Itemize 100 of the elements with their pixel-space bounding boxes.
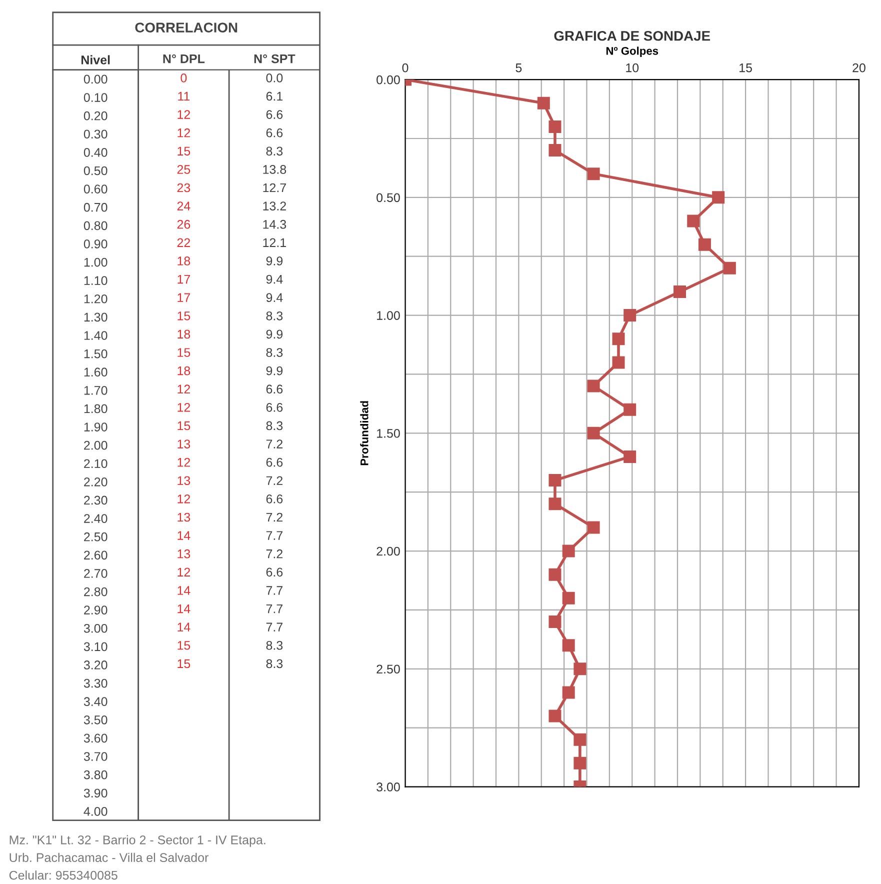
- y-tick-label: 0.40: [84, 148, 108, 157]
- y-tick-label: 3.50: [84, 715, 108, 724]
- y-tick-label: 0.20: [84, 111, 108, 120]
- data-label: 7.2: [266, 512, 282, 522]
- y-tick-label: 3.20: [84, 660, 108, 670]
- data-label: 23: [177, 183, 190, 192]
- y-tick-label: 2.40: [84, 514, 108, 523]
- data-label: 11: [178, 92, 190, 101]
- y-tick-label: 3.30: [84, 678, 108, 688]
- data-label: 13: [178, 512, 190, 522]
- data-label: 12: [178, 128, 190, 138]
- data-label: 6.1: [266, 92, 283, 101]
- x-tick-label: N° DPL: [163, 54, 205, 64]
- data-label: 7.7: [266, 622, 282, 632]
- data-label: 8.3: [266, 348, 283, 357]
- data-label: 6.6: [266, 494, 283, 504]
- y-tick-label: 2.30: [84, 496, 108, 505]
- y-tick-label: 1.60: [84, 368, 108, 377]
- y-tick-label: 2.20: [84, 478, 108, 486]
- y-tick-label: 3.00: [376, 782, 400, 792]
- data-label: 9.4: [266, 274, 283, 284]
- data-label: 8.3: [266, 311, 283, 320]
- y-tick-label: 0.10: [84, 93, 108, 102]
- y-tick-label: 1.20: [84, 294, 108, 304]
- data-label: 6.6: [266, 384, 283, 394]
- x-axis-title: Nº Golpes: [606, 46, 658, 58]
- data-label: 15: [178, 312, 190, 320]
- data-label: 7.2: [266, 440, 282, 448]
- data-label: 7.7: [266, 604, 282, 614]
- data-label: 13: [178, 440, 190, 448]
- y-tick-label: 0.60: [84, 184, 108, 194]
- y-tick-label: 1.40: [84, 331, 108, 340]
- x-tick-label: 0: [402, 63, 408, 72]
- data-label: 12: [178, 494, 190, 504]
- data-label: 12: [178, 384, 190, 394]
- y-axis-title: Nivel: [81, 55, 110, 64]
- data-label: 7.7: [266, 531, 282, 540]
- y-tick-label: 0.50: [376, 193, 400, 202]
- data-label: 18: [178, 256, 190, 266]
- data-label: 0: [180, 73, 187, 82]
- data-label: 7.2: [266, 476, 282, 485]
- y-tick-label: 1.50: [377, 428, 400, 438]
- chart-title: CORRELACION: [135, 22, 238, 32]
- y-tick-label: 1.90: [84, 422, 108, 432]
- y-tick-label: 3.10: [84, 642, 108, 652]
- data-label: 8.3: [266, 146, 283, 156]
- data-label: 12: [178, 458, 190, 467]
- data-label: 8.3: [266, 640, 283, 650]
- data-label: 15: [178, 421, 190, 430]
- x-tick-label: 10: [626, 63, 639, 72]
- y-tick-label: 4.00: [84, 807, 108, 816]
- data-label: 18: [178, 366, 190, 376]
- y-tick-label: 1.70: [84, 386, 108, 395]
- y-tick-label: 1.30: [84, 312, 108, 322]
- data-label: 7.2: [266, 549, 282, 558]
- data-label: 9.9: [266, 256, 283, 266]
- data-label: 15: [178, 641, 190, 650]
- data-label: 12.7: [263, 183, 286, 192]
- y-tick-label: 3.90: [84, 788, 108, 798]
- x-tick-label: N° SPT: [254, 54, 296, 64]
- text: Mz. "K1" Lt. 32 - Barrio 2 - Sector 1 - IV Etapa.: [10, 835, 266, 847]
- data-label: 14: [178, 586, 190, 595]
- y-tick-label: 2.10: [84, 459, 108, 468]
- data-label: 6.6: [266, 402, 283, 412]
- data-label: 6.6: [266, 568, 283, 577]
- y-tick-label: 2.90: [84, 606, 108, 614]
- y-tick-label: 1.50: [84, 349, 108, 358]
- data-label: 22: [177, 238, 190, 247]
- y-tick-label: 0.30: [84, 130, 108, 139]
- y-tick-label: 2.70: [84, 569, 108, 578]
- data-label: 13: [178, 549, 190, 558]
- data-label: 25: [177, 165, 190, 174]
- y-tick-label: 1.00: [84, 258, 108, 267]
- text: Urb. Pachacamac - Villa el Salvador: [10, 852, 208, 862]
- y-tick-label: 0.90: [84, 240, 108, 248]
- data-label: 14: [178, 604, 190, 614]
- y-tick-label: 2.00: [376, 546, 400, 556]
- data-label: 8.3: [266, 659, 283, 668]
- data-label: 26: [177, 220, 190, 229]
- x-tick-label: 15: [740, 64, 752, 72]
- y-tick-label: 2.60: [84, 550, 108, 560]
- data-label: 17: [178, 293, 190, 302]
- y-tick-label: 3.00: [84, 624, 108, 633]
- x-tick-label: 5: [516, 64, 522, 72]
- y-tick-label: 0.00: [376, 75, 400, 84]
- data-label: 6.6: [266, 128, 283, 138]
- y-tick-label: 2.50: [376, 664, 400, 674]
- data-label: 15: [178, 146, 190, 156]
- data-label: 12: [178, 110, 190, 119]
- data-label: 13.2: [263, 202, 286, 210]
- data-label: 12: [178, 402, 190, 412]
- y-tick-label: 2.50: [84, 532, 108, 542]
- data-label: 17: [178, 274, 190, 284]
- data-label: 8.3: [266, 421, 283, 430]
- data-label: 12.1: [263, 238, 286, 247]
- data-label: 24: [177, 202, 190, 210]
- y-tick-label: 1.80: [84, 404, 108, 414]
- data-label: 6.6: [266, 110, 283, 119]
- y-tick-label: 3.40: [84, 697, 108, 706]
- text: Celular: 955340085: [9, 870, 118, 880]
